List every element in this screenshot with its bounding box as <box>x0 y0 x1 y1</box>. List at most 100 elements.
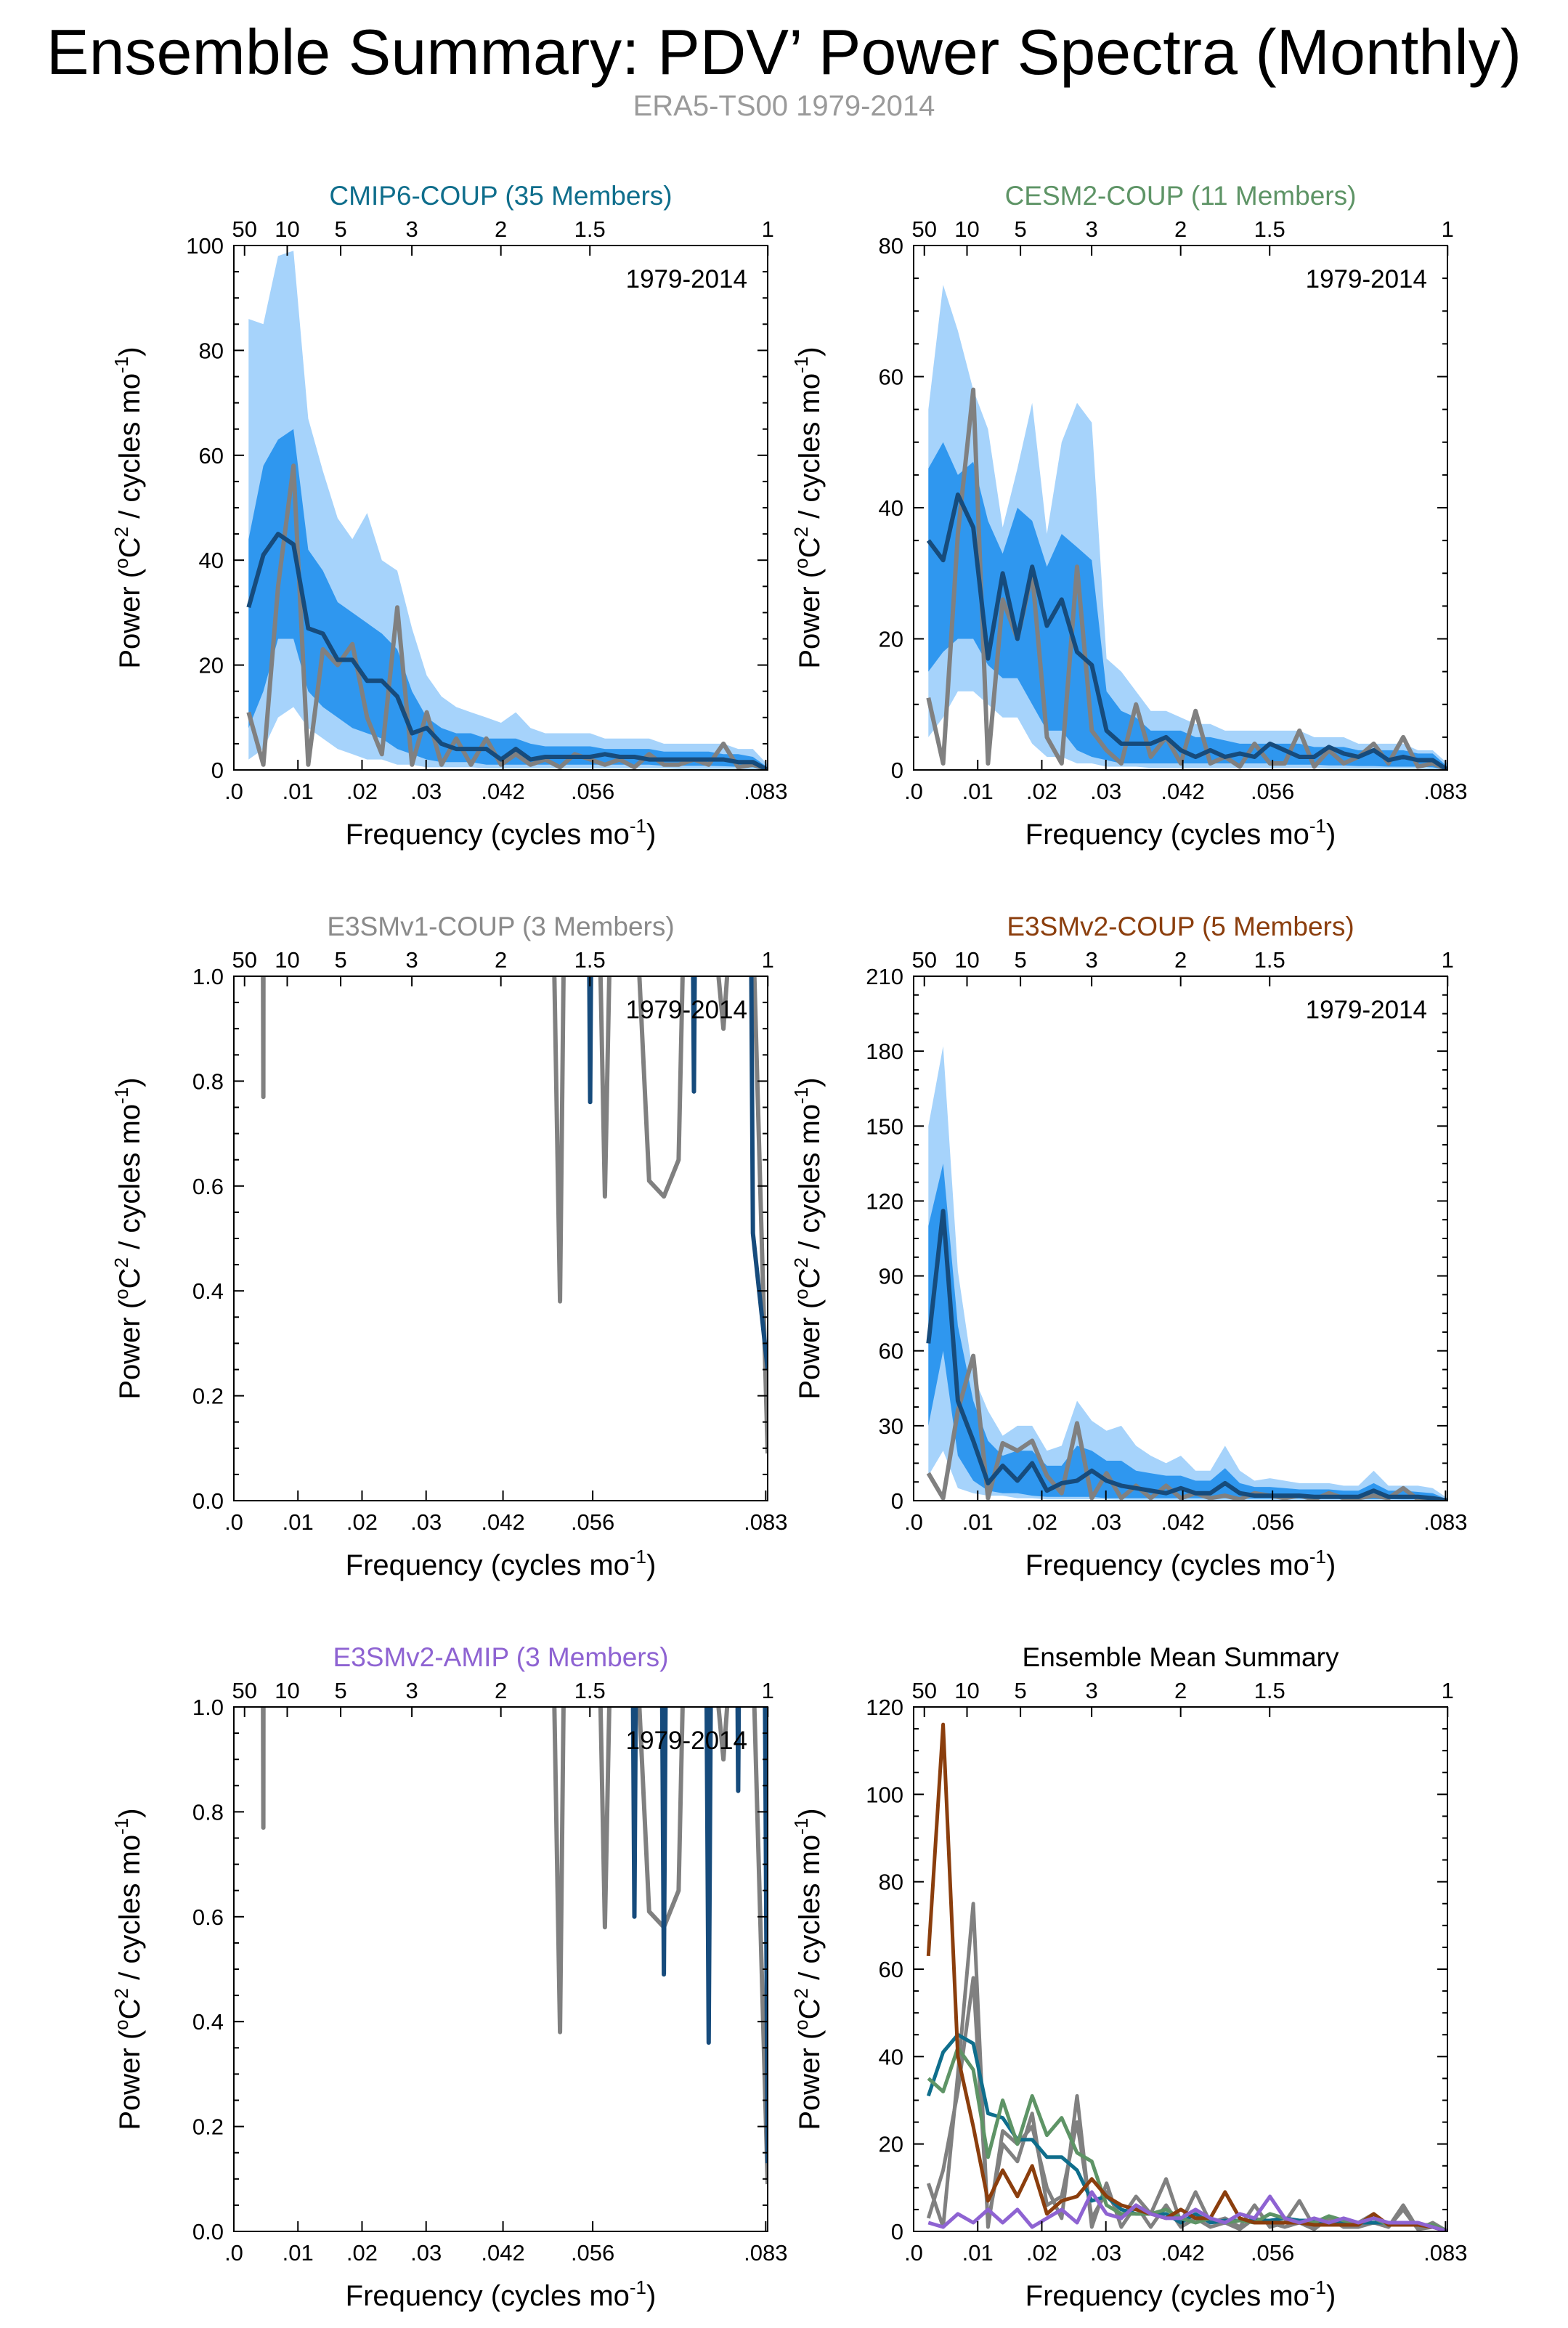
x-tick-label: .02 <box>346 1509 378 1535</box>
x-tick-label: .042 <box>1161 779 1204 804</box>
period-label: 1979-2014 <box>1306 265 1427 293</box>
y-tick-label: 0.0 <box>192 1488 224 1514</box>
y-axis-label: Power (oC2 / cycles mo-1) <box>110 1077 146 1399</box>
x-tick-label: .083 <box>1423 1509 1467 1535</box>
y-tick-label: 60 <box>879 1957 903 1982</box>
y-tick-label: 40 <box>879 2044 903 2069</box>
panel-title: CESM2-COUP (11 Members) <box>1005 181 1357 211</box>
y-tick-label: 80 <box>879 1870 903 1895</box>
x-tick-label: .056 <box>1251 779 1294 804</box>
x-tick-label: .056 <box>1251 2240 1294 2266</box>
x-tick-label: .083 <box>1423 2240 1467 2266</box>
period-tick-label: 50 <box>232 216 256 242</box>
period-tick-label: 1 <box>762 1678 774 1703</box>
plot-frame <box>233 976 768 1501</box>
panel-1: 0 20 40 60 80 100 .0 .01 .02 .03 .042 .056 .083 50 10 5… <box>110 181 788 851</box>
x-tick-label: .01 <box>962 779 994 804</box>
y-tick-label: 180 <box>866 1039 903 1064</box>
panel-2: 0 20 40 60 80 .0 .01 .02 .03 .042 .056 .083 50 10 5 3 2 1… <box>790 181 1468 851</box>
series-line-e3smv2_amip <box>927 2190 1447 2231</box>
panel-title: E3SMv2-AMIP (3 Members) <box>333 1642 669 1672</box>
x-tick-label: .042 <box>1161 1509 1204 1535</box>
period-tick-label: 1 <box>1442 216 1454 242</box>
y-tick-label: 0.2 <box>192 1384 224 1409</box>
period-tick-label: 1 <box>1442 1678 1454 1703</box>
x-tick-label: .02 <box>1026 779 1057 804</box>
period-tick-label: 50 <box>232 947 256 973</box>
period-label: 1979-2014 <box>626 996 747 1024</box>
period-tick-label: 1.5 <box>1254 947 1285 973</box>
panel-title: Ensemble Mean Summary <box>1023 1642 1339 1672</box>
observed-line <box>261 976 768 1454</box>
y-tick-label: 20 <box>879 627 903 652</box>
x-axis-label: Frequency (cycles mo-1) <box>1025 815 1336 851</box>
y-tick-label: 120 <box>866 1188 903 1214</box>
y-tick-label: 60 <box>879 1339 903 1364</box>
x-tick-label: .042 <box>481 2240 524 2266</box>
period-tick-label: 10 <box>954 947 979 973</box>
period-tick-label: 1.5 <box>574 216 606 242</box>
period-tick-label: 3 <box>1085 1678 1097 1703</box>
y-axis-label: Power (oC2 / cycles mo-1) <box>110 346 146 668</box>
x-tick-label: .0 <box>904 1509 923 1535</box>
y-axis-label: Power (oC2 / cycles mo-1) <box>790 1808 826 2130</box>
x-tick-label: .042 <box>481 779 524 804</box>
x-tick-label: .083 <box>1423 779 1467 804</box>
period-tick-label: 2 <box>495 947 507 973</box>
panel-6: 0 20 40 60 80 100 120 .0 .01 .02 .03 .042 .056 .083 50… <box>790 1642 1468 2312</box>
period-tick-label: 3 <box>1085 216 1097 242</box>
x-tick-label: .03 <box>410 2240 442 2266</box>
period-tick-label: 3 <box>1085 947 1097 973</box>
x-tick-label: .0 <box>224 2240 243 2266</box>
series-line-e3smv2 <box>926 1722 1447 2231</box>
period-tick-label: 10 <box>275 1678 299 1703</box>
y-tick-label: 60 <box>879 365 903 390</box>
period-tick-label: 3 <box>405 216 418 242</box>
figure-subtitle: ERA5-TS00 1979-2014 <box>633 90 935 122</box>
period-label: 1979-2014 <box>1306 996 1427 1024</box>
x-tick-label: .03 <box>410 779 442 804</box>
x-tick-label: .02 <box>1026 2240 1057 2266</box>
plot-area <box>246 251 768 770</box>
period-tick-label: 5 <box>1014 1678 1026 1703</box>
period-tick-label: 1.5 <box>574 1678 606 1703</box>
period-tick-label: 50 <box>911 1678 936 1703</box>
y-tick-label: 90 <box>879 1264 903 1289</box>
y-tick-label: 20 <box>199 653 224 678</box>
y-axis-label: Power (oC2 / cycles mo-1) <box>790 1077 826 1399</box>
x-tick-label: .03 <box>1090 2240 1121 2266</box>
x-tick-label: .03 <box>410 1509 442 1535</box>
period-tick-label: 1.5 <box>1254 1678 1285 1703</box>
y-tick-label: 100 <box>186 233 224 259</box>
spread-band-outer <box>928 1046 1447 1501</box>
period-tick-label: 10 <box>954 216 979 242</box>
x-tick-label: .056 <box>571 1509 614 1535</box>
period-tick-label: 2 <box>495 1678 507 1703</box>
period-tick-label: 1.5 <box>1254 216 1285 242</box>
x-axis-label: Frequency (cycles mo-1) <box>1025 2276 1336 2312</box>
y-tick-label: 0 <box>891 2219 903 2244</box>
x-tick-label: .01 <box>283 1509 314 1535</box>
panel-5: 0.0 0.2 0.4 0.6 0.8 1.0 .0 .01 .02 .03 .042 .056 .08… <box>110 1642 788 2312</box>
y-tick-label: 150 <box>866 1114 903 1139</box>
panel-title: E3SMv1-COUP (3 Members) <box>327 912 674 941</box>
period-tick-label: 10 <box>275 947 299 973</box>
period-tick-label: 2 <box>1174 1678 1187 1703</box>
ensemble-mean-line <box>926 1209 1447 1501</box>
period-tick-label: 50 <box>911 216 936 242</box>
period-tick-label: 5 <box>1014 216 1026 242</box>
x-tick-label: .0 <box>224 779 243 804</box>
y-tick-label: 210 <box>866 964 903 989</box>
y-tick-label: 40 <box>199 548 224 573</box>
x-axis-label: Frequency (cycles mo-1) <box>346 1546 657 1581</box>
period-tick-label: 10 <box>954 1678 979 1703</box>
x-axis-label: Frequency (cycles mo-1) <box>346 2276 657 2312</box>
x-tick-label: .042 <box>1161 2240 1204 2266</box>
figure-title: Ensemble Summary: PDV’ Power Spectra (Mo… <box>46 16 1522 88</box>
period-tick-label: 50 <box>232 1678 256 1703</box>
period-tick-label: 5 <box>334 947 346 973</box>
y-tick-label: 100 <box>866 1782 903 1807</box>
x-axis-label: Frequency (cycles mo-1) <box>1025 1546 1336 1581</box>
observed-line <box>261 1707 768 2185</box>
